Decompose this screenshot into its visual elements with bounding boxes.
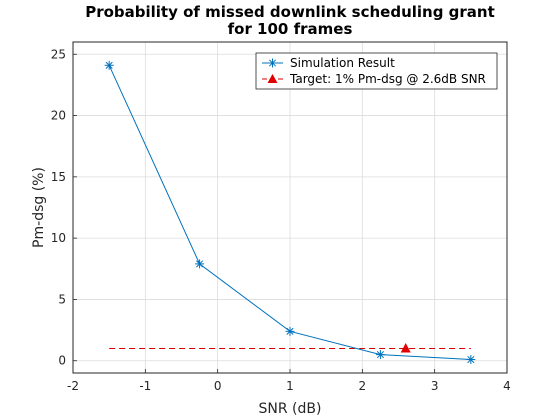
x-tick-label: -2 — [67, 379, 79, 393]
simulation-point — [104, 60, 114, 70]
asterisk-marker — [268, 58, 277, 68]
axes-box — [72, 41, 508, 374]
simulation-point — [375, 350, 385, 360]
simulation-point — [195, 259, 205, 269]
y-tick-label: 15 — [51, 170, 66, 184]
x-axis-label: SNR (dB) — [259, 401, 322, 417]
y-tick-label: 5 — [58, 292, 66, 306]
x-tick-label: -1 — [139, 379, 151, 393]
x-tick-label: 4 — [503, 379, 511, 393]
simulation-point — [466, 355, 476, 365]
legend-marker-target — [267, 74, 278, 83]
y-tick-label: 10 — [51, 231, 66, 245]
y-axis-label: Pm-dsg (%) — [31, 167, 47, 248]
y-tick-label: 0 — [58, 354, 66, 368]
x-tick-label: 3 — [431, 379, 439, 393]
legend-label-simulation: Simulation Result — [290, 56, 395, 70]
target-marker — [400, 342, 411, 353]
x-tick-label: 2 — [359, 379, 367, 393]
legend: Simulation Result Target: 1% Pm-dsg @ 2.… — [255, 52, 498, 90]
chart-title-line2: for 100 frames — [228, 20, 353, 38]
y-tick-label: 20 — [51, 109, 66, 123]
x-tick-label: 0 — [214, 379, 222, 393]
chart-title-line1: Probability of missed downlink schedulin… — [85, 3, 495, 21]
legend-label-target: Target: 1% Pm-dsg @ 2.6dB SNR — [289, 72, 486, 86]
x-tick-label: 1 — [286, 379, 294, 393]
legend-marker-simulation — [268, 58, 277, 68]
simulation-point — [285, 326, 295, 336]
y-tick-label: 25 — [51, 47, 66, 61]
legend-box — [255, 52, 498, 90]
series-layer — [104, 60, 476, 365]
